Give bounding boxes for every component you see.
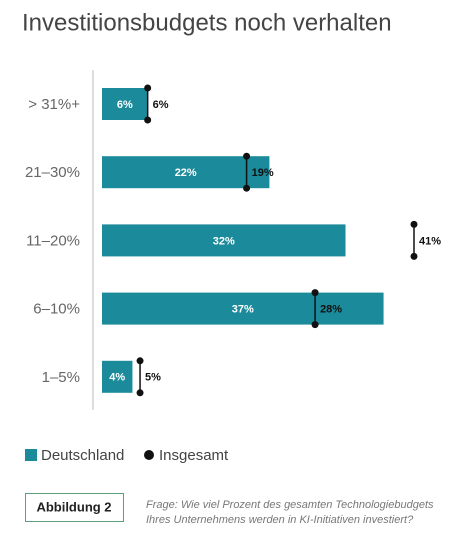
marker bbox=[243, 152, 251, 192]
marker-part bbox=[243, 184, 251, 192]
bar-value-label: 6% bbox=[117, 99, 133, 111]
figure-box bbox=[25, 493, 124, 522]
bar bbox=[102, 292, 384, 325]
legend-label: Insgesamt bbox=[159, 447, 229, 464]
marker-value-label: 19% bbox=[252, 167, 274, 179]
marker-part bbox=[410, 252, 418, 260]
marker-part bbox=[136, 357, 144, 365]
bar bbox=[102, 360, 133, 393]
note: Frage: Wie viel Prozent des gesamten Tec… bbox=[146, 499, 434, 526]
legend-marker bbox=[144, 450, 154, 460]
category-label: 11–20% bbox=[26, 232, 80, 249]
bar bbox=[102, 224, 346, 257]
category-label: 1–5% bbox=[42, 369, 80, 386]
marker-part bbox=[243, 152, 251, 160]
marker-value-label: 5% bbox=[145, 372, 161, 384]
legend-label: Deutschland bbox=[41, 447, 124, 464]
chart-title: Investitionsbudgets noch verhalten bbox=[22, 9, 392, 36]
bar-value-label: 37% bbox=[232, 304, 254, 316]
marker-part bbox=[136, 389, 144, 397]
marker-value-label: 6% bbox=[153, 99, 169, 111]
bar bbox=[102, 88, 148, 120]
legend-swatch bbox=[25, 449, 37, 461]
category-label: 6–10% bbox=[33, 301, 80, 318]
marker-value-label: 28% bbox=[320, 304, 342, 316]
category-label: 21–30% bbox=[25, 164, 80, 181]
bar-value-label: 4% bbox=[109, 372, 125, 384]
bar-value-label: 32% bbox=[213, 235, 235, 247]
note-box: Frage: Wie viel Prozent des gesamten Tec… bbox=[146, 499, 434, 526]
marker-value-label: 41% bbox=[419, 235, 441, 247]
marker bbox=[136, 357, 144, 397]
marker bbox=[144, 84, 152, 124]
figure-label: Abbildung 2 bbox=[36, 499, 111, 514]
bar bbox=[102, 156, 270, 189]
marker bbox=[311, 289, 319, 329]
marker-part bbox=[144, 84, 152, 92]
category-label: > 31%+ bbox=[28, 96, 80, 113]
marker-part bbox=[144, 116, 152, 124]
marker bbox=[410, 220, 418, 260]
marker-part bbox=[311, 321, 319, 329]
bar-value-label: 22% bbox=[175, 167, 197, 179]
marker-part bbox=[410, 220, 418, 228]
marker-part bbox=[311, 289, 319, 297]
